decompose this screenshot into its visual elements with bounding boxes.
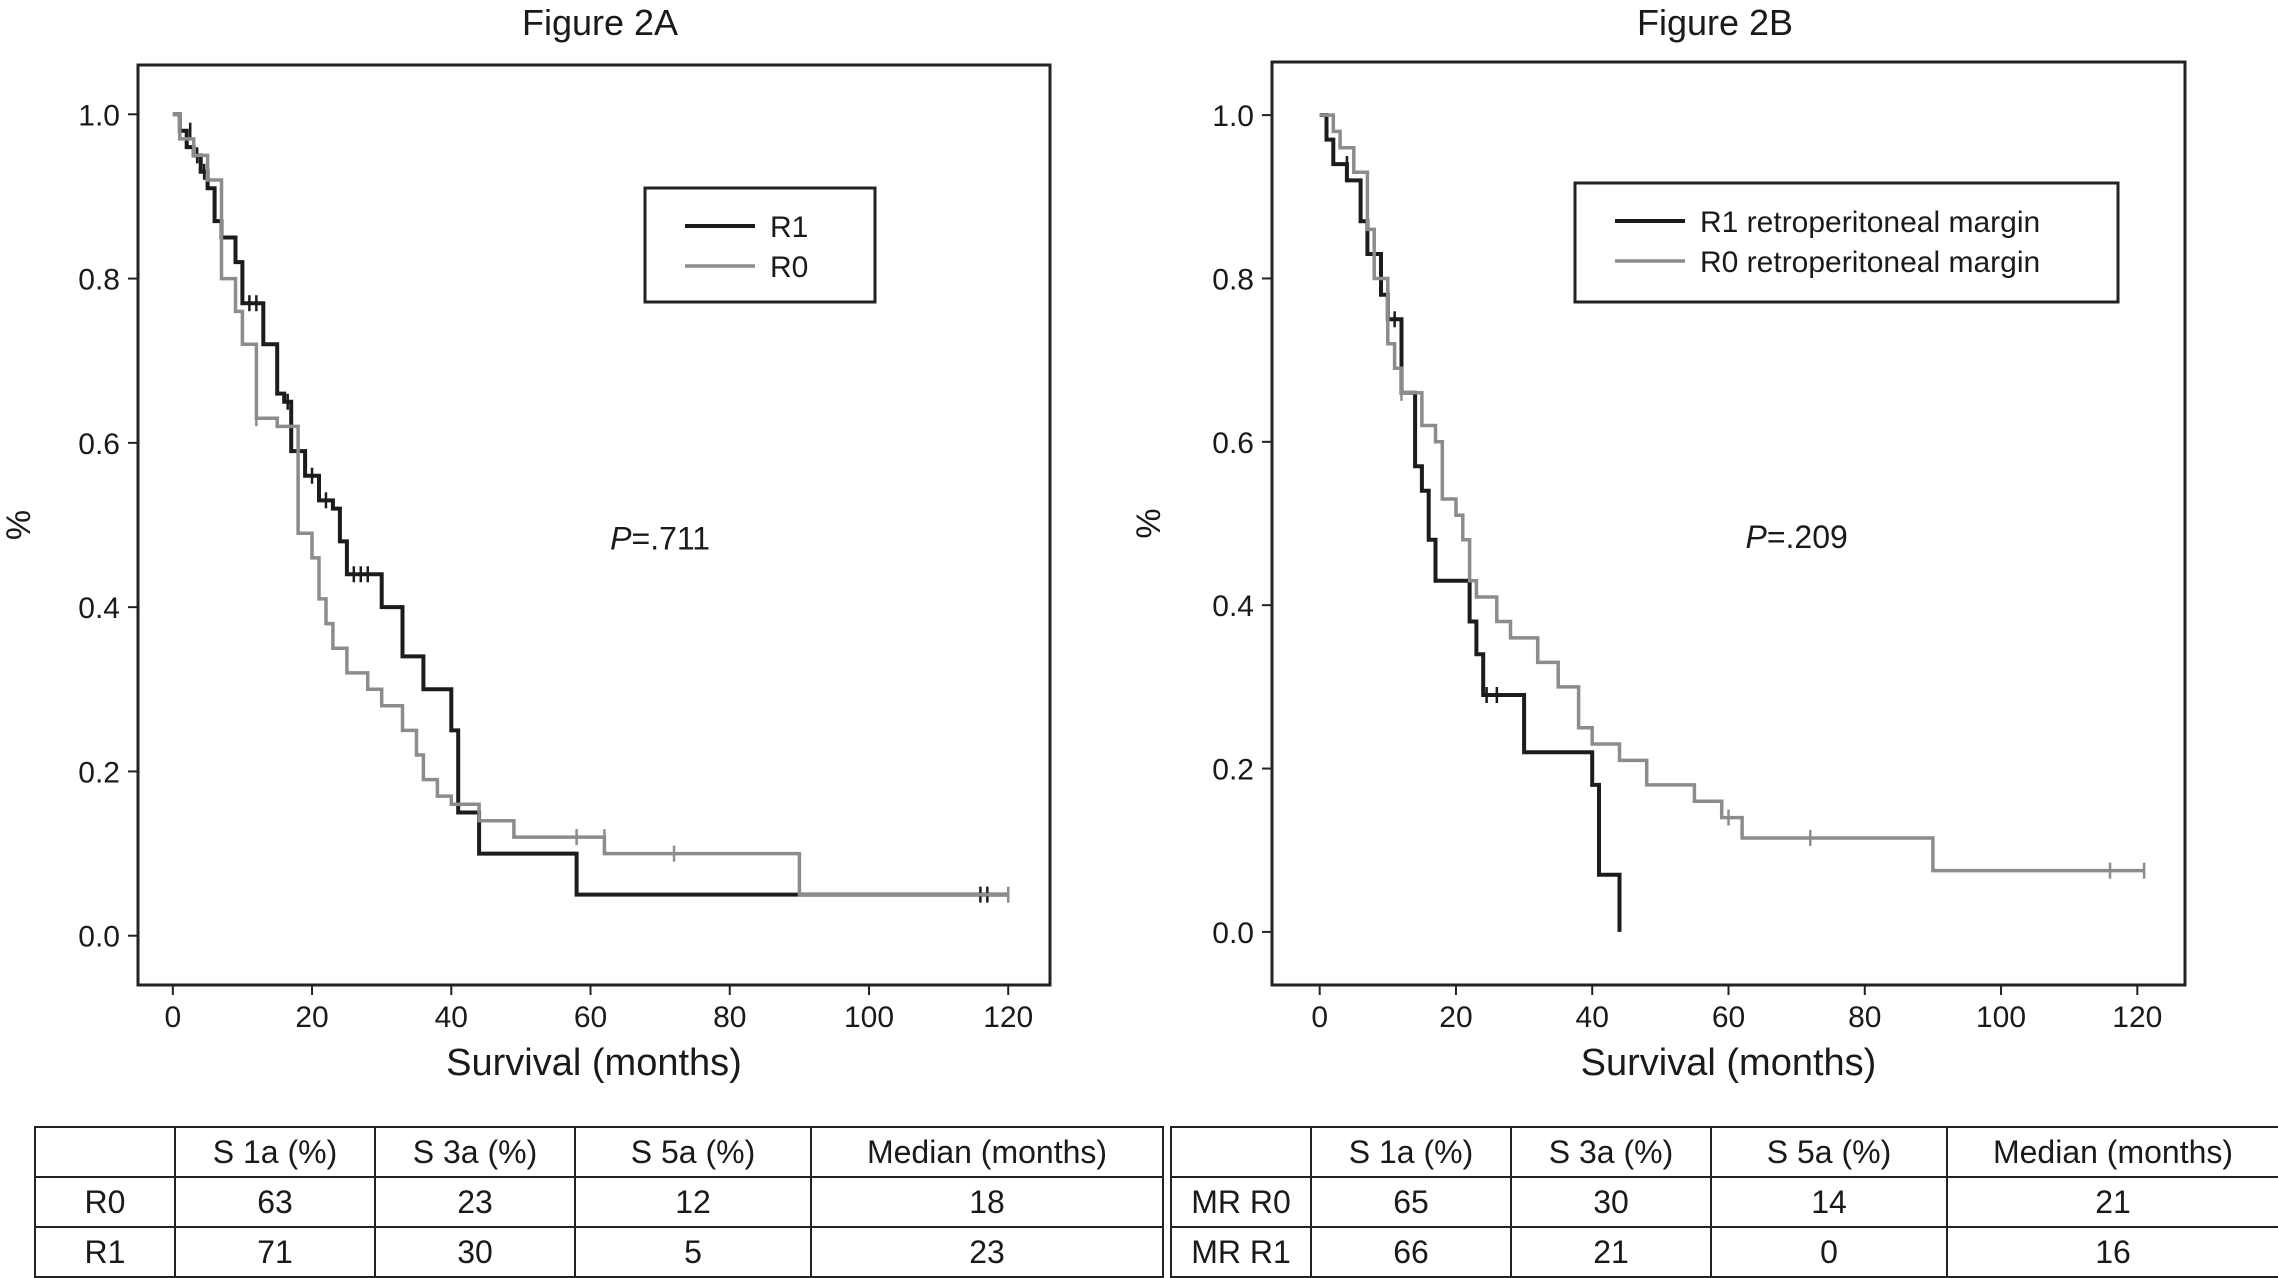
figure-2a-y-tick-label: 0.0 xyxy=(78,921,120,954)
table-cell: 12 xyxy=(574,1176,812,1228)
figure-2b-plot: 0 20 40 60 80 100 120 0.0 0.2 0.4 0.6 0.8 1.0 Surviva… xyxy=(1130,60,2187,1084)
figure-2b-x-tick-label: 20 xyxy=(1439,1001,1472,1034)
figure-2b-legend-label: R1 retroperitoneal margin xyxy=(1700,206,2040,239)
figure-2b-x-tick-label: 120 xyxy=(2112,1001,2162,1034)
figure-2a-legend-label: R1 xyxy=(770,211,808,244)
table-cell: 0 xyxy=(1710,1226,1948,1278)
figure-2a-stats-table: S 1a (%) S 3a (%) S 5a (%) Median (month… xyxy=(34,1126,1164,1278)
table-header-cell: S 1a (%) xyxy=(1310,1126,1512,1178)
figure-2b-y-tick-label: 0.4 xyxy=(1212,590,1254,623)
figure-2a-p-value-annotation: P=.711 xyxy=(610,521,710,557)
figure-2a-y-axis-label: % xyxy=(0,510,38,540)
figure-2b-y-tick-label: 0.0 xyxy=(1212,917,1254,950)
figure-2b-x-tick-label: 40 xyxy=(1576,1001,1609,1034)
figure-2a-x-tick-label: 80 xyxy=(713,1001,746,1034)
figure-2b-legend-box xyxy=(1573,181,2120,304)
figure-2b-title: Figure 2B xyxy=(1636,2,1794,43)
table-row: MR R1 66 21 0 16 xyxy=(1170,1226,2278,1278)
figure-2a-x-tick-label: 100 xyxy=(844,1001,894,1034)
figure-2a-legend-box xyxy=(643,186,877,304)
table-header-cell: Median (months) xyxy=(810,1126,1164,1178)
table-row: MR R0 65 30 14 21 xyxy=(1170,1176,2278,1228)
table-header-cell: S 5a (%) xyxy=(574,1126,812,1178)
figure-2a-title: Figure 2A xyxy=(521,2,679,43)
table-header-cell: S 1a (%) xyxy=(174,1126,376,1178)
figure-2b-p-value-letter: P xyxy=(1745,519,1767,555)
figure-2b-series-r0-line xyxy=(1319,113,2145,873)
figure-2a-y-tick-label: 1.0 xyxy=(78,99,120,132)
figure-2b-y-tick-label: 0.2 xyxy=(1212,754,1254,787)
table-cell: 21 xyxy=(1510,1226,1712,1278)
figure-2a-y-tick-label: 0.4 xyxy=(78,592,120,625)
figure-2a-x-tick-label: 40 xyxy=(435,1001,468,1034)
table-row: R0 63 23 12 18 xyxy=(34,1176,1164,1228)
table-row: R1 71 30 5 23 xyxy=(34,1226,1164,1278)
table-cell: R0 xyxy=(34,1176,176,1228)
figure-2b-y-axis-label: % xyxy=(1130,508,1168,538)
figure-2a-p-value-letter: P xyxy=(610,521,632,557)
figure-2a-legend-label: R0 xyxy=(770,251,808,284)
figure-2b-p-value-annotation: P=.209 xyxy=(1745,519,1847,555)
table-header-cell: S 3a (%) xyxy=(1510,1126,1712,1178)
figure-2a-y-tick-label: 0.6 xyxy=(78,428,120,461)
figure-2b-x-tick-label: 100 xyxy=(1976,1001,2026,1034)
figure-2b-x-tick-label: 0 xyxy=(1311,1001,1328,1034)
table-header-cell: S 5a (%) xyxy=(1710,1126,1948,1178)
figure-2b-legend-label: R0 retroperitoneal margin xyxy=(1700,246,2040,279)
table-cell: 5 xyxy=(574,1226,812,1278)
figure-2b-y-tick-label: 1.0 xyxy=(1212,100,1254,133)
figure-2b-y-tick-label: 0.8 xyxy=(1212,263,1254,296)
table-header-cell: S 3a (%) xyxy=(374,1126,576,1178)
figure-2a-p-value-number: =.711 xyxy=(632,521,711,557)
table-cell: 23 xyxy=(374,1176,576,1228)
table-cell: 63 xyxy=(174,1176,376,1228)
table-cell: 30 xyxy=(374,1226,576,1278)
figure-2a-x-tick-label: 20 xyxy=(295,1001,328,1034)
table-cell: 65 xyxy=(1310,1176,1512,1228)
table-cell: MR R1 xyxy=(1170,1226,1312,1278)
figure-2b-y-tick-label: 0.6 xyxy=(1212,427,1254,460)
figure-2a-x-tick-label: 60 xyxy=(574,1001,607,1034)
table-cell: 30 xyxy=(1510,1176,1712,1228)
figure-2b-x-tick-label: 60 xyxy=(1712,1001,1745,1034)
figure-2a-x-axis-label: Survival (months) xyxy=(446,1042,742,1084)
table-cell: 18 xyxy=(810,1176,1164,1228)
figure-2a-plot: 0 20 40 60 80 100 120 0.0 0.2 0.4 0.6 0.8 1.0 Surviva… xyxy=(0,63,1052,1084)
table-cell: 23 xyxy=(810,1226,1164,1278)
table-cell: 21 xyxy=(1946,1176,2278,1228)
figure-2a-x-tick-label: 0 xyxy=(164,1001,181,1034)
figure-2b-p-value-number: =.209 xyxy=(1767,519,1848,555)
table-header-cell xyxy=(34,1126,176,1178)
table-cell: 71 xyxy=(174,1226,376,1278)
figure-2a-plot-frame xyxy=(136,63,1052,987)
table-header-cell xyxy=(1170,1126,1312,1178)
figure-2a-series-r0-line xyxy=(172,112,1009,897)
table-header-row: S 1a (%) S 3a (%) S 5a (%) Median (month… xyxy=(34,1126,1164,1178)
figure-2a-x-tick-label: 120 xyxy=(983,1001,1033,1034)
figure-2b-stats-table: S 1a (%) S 3a (%) S 5a (%) Median (month… xyxy=(1170,1126,2278,1278)
figure-2b-x-tick-label: 80 xyxy=(1848,1001,1881,1034)
figure-2b-series-r1-line xyxy=(1319,113,1622,932)
table-header-cell: Median (months) xyxy=(1946,1126,2278,1178)
figure-2a-y-tick-label: 0.2 xyxy=(78,756,120,789)
table-cell: 66 xyxy=(1310,1226,1512,1278)
table-header-row: S 1a (%) S 3a (%) S 5a (%) Median (month… xyxy=(1170,1126,2278,1178)
table-cell: 14 xyxy=(1710,1176,1948,1228)
table-cell: 16 xyxy=(1946,1226,2278,1278)
figure-2b-x-axis-label: Survival (months) xyxy=(1581,1042,1877,1084)
table-cell: R1 xyxy=(34,1226,176,1278)
figure-2a-y-tick-label: 0.8 xyxy=(78,264,120,297)
table-cell: MR R0 xyxy=(1170,1176,1312,1228)
